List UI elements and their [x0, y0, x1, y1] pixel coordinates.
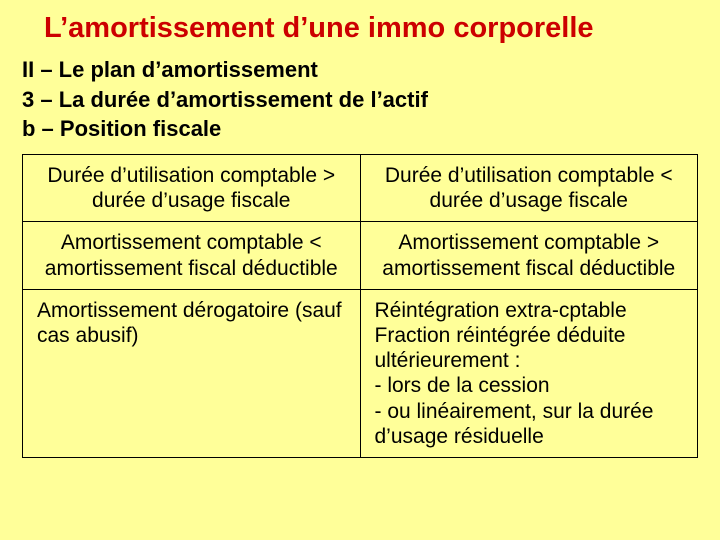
cell-r3-right: Réintégration extra-cptable Fraction réi… [360, 289, 698, 457]
table-row: Durée d’utilisation comptable > durée d’… [23, 155, 698, 222]
subhead-line-2: 3 – La durée d’amortissement de l’actif [22, 85, 698, 115]
slide-title: L’amortissement d’une immo corporelle [44, 12, 698, 45]
cell-r3-left: Amortissement dérogatoire (sauf cas abus… [23, 289, 361, 457]
subhead-block: II – Le plan d’amortissement 3 – La duré… [22, 55, 698, 144]
cell-r2-right: Amortissement comptable > amortissement … [360, 222, 698, 289]
cell-r1-right: Durée d’utilisation comptable < durée d’… [360, 155, 698, 222]
cell-r2-left: Amortissement comptable < amortissement … [23, 222, 361, 289]
cell-r1-left: Durée d’utilisation comptable > durée d’… [23, 155, 361, 222]
slide: L’amortissement d’une immo corporelle II… [0, 0, 720, 540]
comparison-table: Durée d’utilisation comptable > durée d’… [22, 154, 698, 458]
subhead-line-3: b – Position fiscale [22, 114, 698, 144]
table-row: Amortissement comptable < amortissement … [23, 222, 698, 289]
subhead-line-1: II – Le plan d’amortissement [22, 55, 698, 85]
table-row: Amortissement dérogatoire (sauf cas abus… [23, 289, 698, 457]
